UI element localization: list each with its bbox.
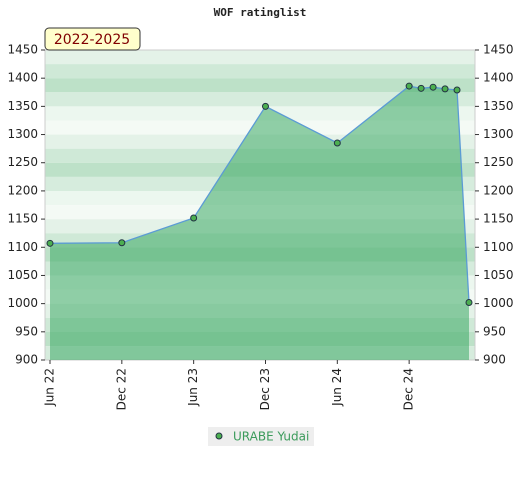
x-tick-label: Jun 22 [43,368,57,407]
legend-label: URABE Yudai [233,430,309,444]
y-tick-label: 1000 [7,296,38,310]
y-tick-label: 1450 [7,43,38,57]
y2-tick-label: 1250 [483,155,514,169]
y2-tick-label: 1350 [483,99,514,113]
point [465,299,473,307]
point [333,139,341,147]
chart-title: WOF ratinglist [214,6,307,19]
point [261,102,269,110]
background-band [45,50,475,65]
x-tick-label: Jun 23 [186,368,200,407]
y-tick-label: 1350 [7,99,38,113]
background-band [45,106,475,121]
y-tick-label: 900 [15,353,38,367]
y2-tick-label: 900 [483,353,506,367]
y-tick-label: 1100 [7,240,38,254]
y-tick-label: 1200 [7,183,38,197]
y2-tick-label: 1450 [483,43,514,57]
area [50,86,469,361]
x-tick-label: Dec 22 [114,368,128,410]
y-tick-label: 1150 [7,212,38,226]
point [405,82,413,90]
y2-tick-label: 1400 [483,71,514,85]
x-tick-label: Jun 24 [330,368,344,407]
background-band [45,64,475,79]
background-band [45,78,475,93]
point [190,214,198,222]
point [441,85,449,93]
background-band [45,92,475,107]
point [429,83,437,91]
y-tick-label: 1250 [7,155,38,169]
y2-tick-label: 1300 [483,127,514,141]
y2-tick-label: 1200 [483,183,514,197]
y2-tick-label: 950 [483,324,506,338]
y-tick-label: 950 [15,324,38,338]
y2-tick-label: 1100 [483,240,514,254]
x-tick-label: Dec 23 [258,368,272,410]
y2-tick-label: 1000 [483,296,514,310]
period-label: 2022-2025 [54,32,130,48]
point [417,84,425,92]
x-tick-label: Dec 24 [402,368,416,410]
point [118,239,126,247]
point [46,239,54,247]
point [453,86,461,94]
y2-tick-label: 1150 [483,212,514,226]
legend [208,427,314,446]
y2-tick-label: 1050 [483,268,514,282]
period-box [44,27,141,51]
legend-marker [215,432,223,440]
y-tick-label: 1300 [7,127,38,141]
y-tick-label: 1050 [7,268,38,282]
y-tick-label: 1400 [7,71,38,85]
